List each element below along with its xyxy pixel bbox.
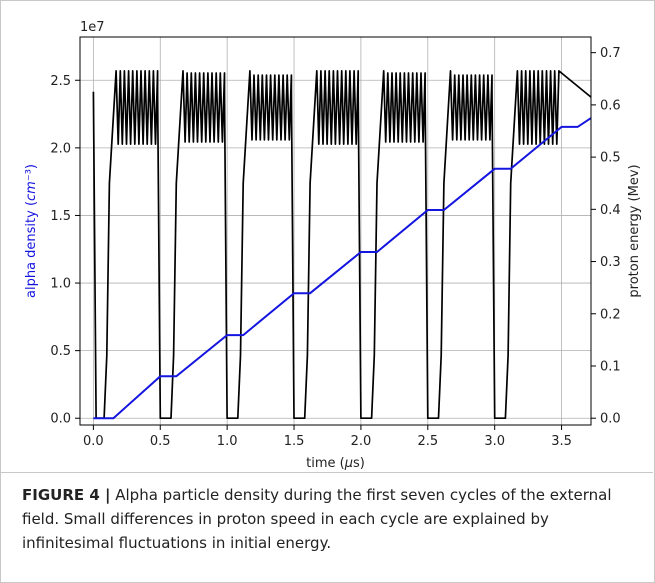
x-tick-label: 2.0	[351, 434, 372, 449]
unit-italic: cm	[24, 181, 39, 201]
caption-text: Alpha particle density during the first …	[22, 486, 612, 552]
y-left-tick-label: 1.0	[50, 277, 71, 292]
x-tick-label: 2.5	[417, 434, 438, 449]
y-left-tick-label: 0.5	[50, 344, 71, 359]
y-left-tick-label: 2.5	[50, 74, 71, 89]
dual-axis-line-chart: 0.0 0.5 1.0 1.5 2.0 2.5 3.0 3.5 0.0 0.5 1.0 1.5 2.0 2…	[24, 20, 642, 471]
y-right-tick-label: 0.4	[600, 203, 621, 218]
y-right-tick-label: 0.0	[600, 412, 621, 427]
y-right-tick-label: 0.2	[600, 307, 621, 322]
y-offset-label: 1e7	[80, 20, 105, 35]
y-left-axis-label: alpha density (cm⁻³)	[24, 164, 39, 298]
y-right-axis-label: proton energy (Mev)	[627, 164, 642, 297]
y-right-tick-label: 0.7	[600, 46, 621, 61]
alpha-density-line	[93, 117, 592, 420]
y-right-tick-label: 0.1	[600, 359, 621, 374]
proton-energy-line	[92, 70, 592, 420]
figure-caption: FIGURE 4 | Alpha particle density during…	[22, 483, 637, 555]
x-tick-label: 1.5	[284, 434, 305, 449]
x-tick-label: 1.0	[217, 434, 238, 449]
x-tick-label: 0.5	[150, 434, 171, 449]
y-left-tick-label: 0.0	[50, 412, 71, 427]
y-left-tick-label: 2.0	[50, 141, 71, 156]
axis-ticks: 0.0 0.5 1.0 1.5 2.0 2.5 3.0 3.5 0.0 0.5 1.0 1.5 2.0 2…	[50, 46, 620, 449]
x-tick-label: 3.5	[551, 434, 572, 449]
caption-label: FIGURE 4 |	[22, 486, 111, 504]
x-tick-label: 0.0	[83, 434, 104, 449]
y-right-tick-label: 0.5	[600, 151, 621, 166]
caption-separator	[0, 472, 653, 473]
y-right-tick-label: 0.6	[600, 98, 621, 113]
plot-frame	[79, 36, 592, 426]
x-axis-label: time (μs)	[306, 456, 365, 471]
x-tick-label: 3.0	[484, 434, 505, 449]
y-left-tick-label: 1.5	[50, 209, 71, 224]
series-lines	[92, 70, 592, 420]
mu-symbol: μ	[344, 456, 353, 471]
y-right-tick-label: 0.3	[600, 255, 621, 270]
